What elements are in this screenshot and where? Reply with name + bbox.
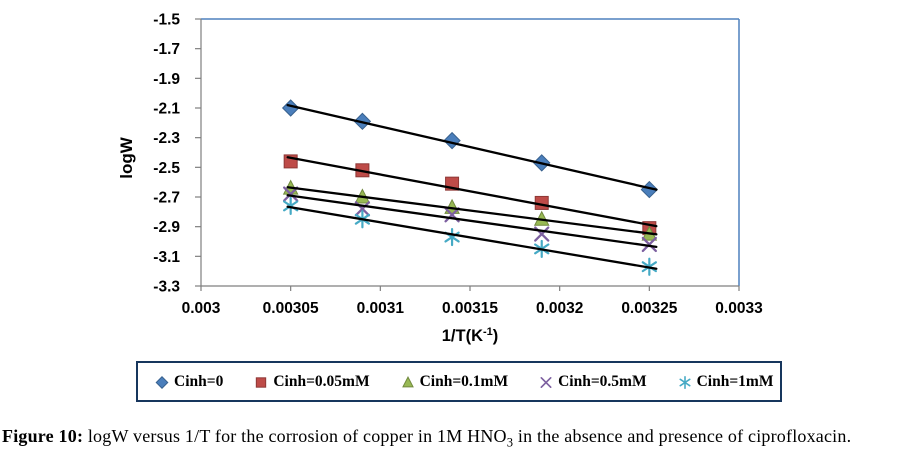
legend-label: Cinh=0.05mM [273,372,370,390]
y-tick-label: -3.1 [153,249,180,266]
legend-entry: Cinh=1mM [676,372,774,391]
triangle-marker [401,375,414,387]
trendline-Cinh=0.5mM [286,194,658,248]
series-Cinh=0.5mM [283,186,657,253]
trendline-Cinh=0.1mM [286,186,658,236]
legend-entry: Cinh=0.5mM [537,373,647,391]
series-Cinh=0 [281,99,659,199]
chart-legend: Cinh=0 Cinh=0.05mM Cinh=0.1mM Cinh=0.5mM Cin… [136,361,782,402]
x-tick-label: 0.00325 [621,300,677,317]
figure-caption-label: Figure 10: [2,426,84,446]
y-tick-label: -2.7 [153,190,180,207]
legend-label: Cinh=1mM [696,372,774,390]
trendline-Cinh=0.05mM [286,156,658,228]
y-tick-label: -2.9 [153,219,180,236]
chart-plot: -1.5 -1.7 -1.9 -2.1 -2.3 -2.5 -2.7 -2.9 -3.1 -3.3… [117,12,763,346]
y-axis-title: logW [117,136,136,178]
x-marker [283,186,299,202]
caption-text-2: in the absence and presence of ciproflox… [513,426,852,446]
legend-label: Cinh=0.5mM [558,372,647,390]
legend-label: Cinh=0 [174,372,224,390]
trendline-Cinh=0 [286,104,658,191]
y-tick-label: -1.7 [153,41,180,58]
asterisk-marker [679,375,691,389]
figure-caption: Figure 10: logW versus 1/T for the corro… [2,426,914,451]
x-marker [540,376,552,388]
asterisk-marker [444,227,460,247]
legend-marker-square [256,376,267,388]
x-tick-label: 0.0033 [715,300,763,317]
legend-entry: Cinh=0.1mM [399,372,509,391]
legend-label: Cinh=0.1mM [419,372,509,390]
legend-marker-asterisk [679,375,691,389]
x-tick-label: 0.003 [182,300,221,317]
y-tick-label: -1.9 [153,71,180,88]
y-tick-label: -1.5 [153,12,180,29]
y-tick-label: -3.3 [153,279,180,296]
trendline-Cinh=1mM [286,205,658,270]
y-tick-label: -2.1 [153,101,180,118]
x-tick-label: 0.00315 [442,300,498,317]
x-tick-label: 0.0031 [357,300,405,317]
square-marker [256,376,267,388]
diamond-marker [281,99,300,117]
x-tick-label: 0.00305 [263,300,319,317]
legend-marker-x [540,376,552,388]
y-tick-label: -2.3 [153,130,180,147]
legend-entry: Cinh=0 [153,373,223,391]
y-tick-label: -2.5 [153,160,180,177]
legend-entry: Cinh=0.05mM [252,372,370,391]
x-tick-label: 0.0032 [536,300,583,317]
asterisk-marker [283,196,299,215]
diamond-marker [155,375,169,389]
x-axis-title: 1/T(K-1) [442,326,499,345]
caption-text-1: logW versus 1/T for the corrosion of cop… [83,426,507,446]
x-marker [641,236,657,253]
caption-subscript: 3 [506,435,514,450]
legend-marker-triangle [401,375,414,387]
legend-marker-diamond [155,375,169,389]
